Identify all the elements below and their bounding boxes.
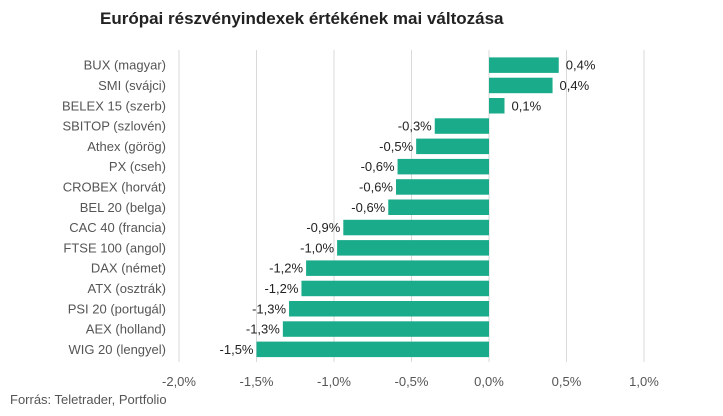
bar	[337, 240, 489, 256]
source-note: Forrás: Teletrader, Portfolio	[10, 392, 167, 407]
chart-title: Európai részvényindexek értékének mai vá…	[100, 9, 504, 28]
x-tick-label: -2,0%	[162, 374, 196, 389]
bar	[343, 219, 489, 236]
value-label: -1,3%	[252, 301, 286, 316]
category-label: BEL 20 (belga)	[80, 200, 166, 215]
category-label: BELEX 15 (szerb)	[62, 98, 166, 113]
value-label: 0,4%	[560, 78, 590, 93]
bar	[489, 77, 553, 94]
category-label: CROBEX (horvát)	[63, 179, 166, 194]
x-tick-label: -0,5%	[395, 374, 429, 389]
bar	[388, 199, 489, 215]
x-tick-label: -1,0%	[317, 374, 351, 389]
bar	[434, 118, 489, 134]
value-label: -1,3%	[246, 322, 280, 337]
x-tick-labels: -2,0% -1,5% -1,0% -0,5% 0,0% 0,5% 1,0%	[162, 374, 659, 389]
x-tick-label: -1,5%	[240, 374, 274, 389]
bar	[301, 280, 489, 297]
value-label: -1,0%	[300, 240, 334, 255]
value-label: -0,3%	[398, 119, 432, 134]
bar	[416, 138, 489, 155]
value-label: -1,5%	[220, 342, 254, 357]
category-labels: BUX (magyar) SMI (svájci) BELEX 15 (szerb)…	[62, 58, 166, 357]
bar	[489, 57, 559, 73]
value-label: 0,4%	[566, 58, 596, 73]
bar	[282, 321, 489, 337]
bar	[489, 98, 505, 114]
category-label: PX (cseh)	[109, 159, 166, 174]
category-label: FTSE 100 (angol)	[63, 240, 166, 255]
value-label: 0,1%	[512, 98, 542, 113]
bars	[256, 57, 559, 358]
bar	[306, 260, 489, 276]
category-label: BUX (magyar)	[84, 58, 166, 73]
bar	[256, 341, 489, 358]
category-label: CAC 40 (francia)	[69, 220, 166, 235]
value-label: -0,6%	[361, 159, 395, 174]
bar	[397, 158, 489, 175]
value-label: -0,6%	[351, 200, 385, 215]
value-label: -0,6%	[359, 179, 393, 194]
x-tick-label: 0,0%	[474, 374, 504, 389]
category-label: SBITOP (szlovén)	[62, 119, 166, 134]
category-label: PSI 20 (portugál)	[68, 301, 166, 316]
bar	[396, 179, 489, 195]
x-tick-label: 1,0%	[629, 374, 659, 389]
x-tick-label: 0,5%	[552, 374, 582, 389]
category-label: AEX (holland)	[86, 322, 166, 337]
category-label: WIG 20 (lengyel)	[68, 342, 166, 357]
category-label: ATX (osztrák)	[88, 281, 167, 296]
category-label: Athex (görög)	[87, 139, 166, 154]
value-label: -1,2%	[264, 281, 298, 296]
value-label: -1,2%	[269, 261, 303, 276]
bar	[289, 301, 489, 317]
category-label: DAX (német)	[91, 261, 166, 276]
value-labels: 0,4% 0,4% 0,1% -0,3% -0,5% -0,6% -0,6% -0,6% -0,…	[220, 58, 596, 357]
value-label: -0,9%	[306, 220, 340, 235]
category-label: SMI (svájci)	[98, 78, 166, 93]
value-label: -0,5%	[379, 139, 413, 154]
